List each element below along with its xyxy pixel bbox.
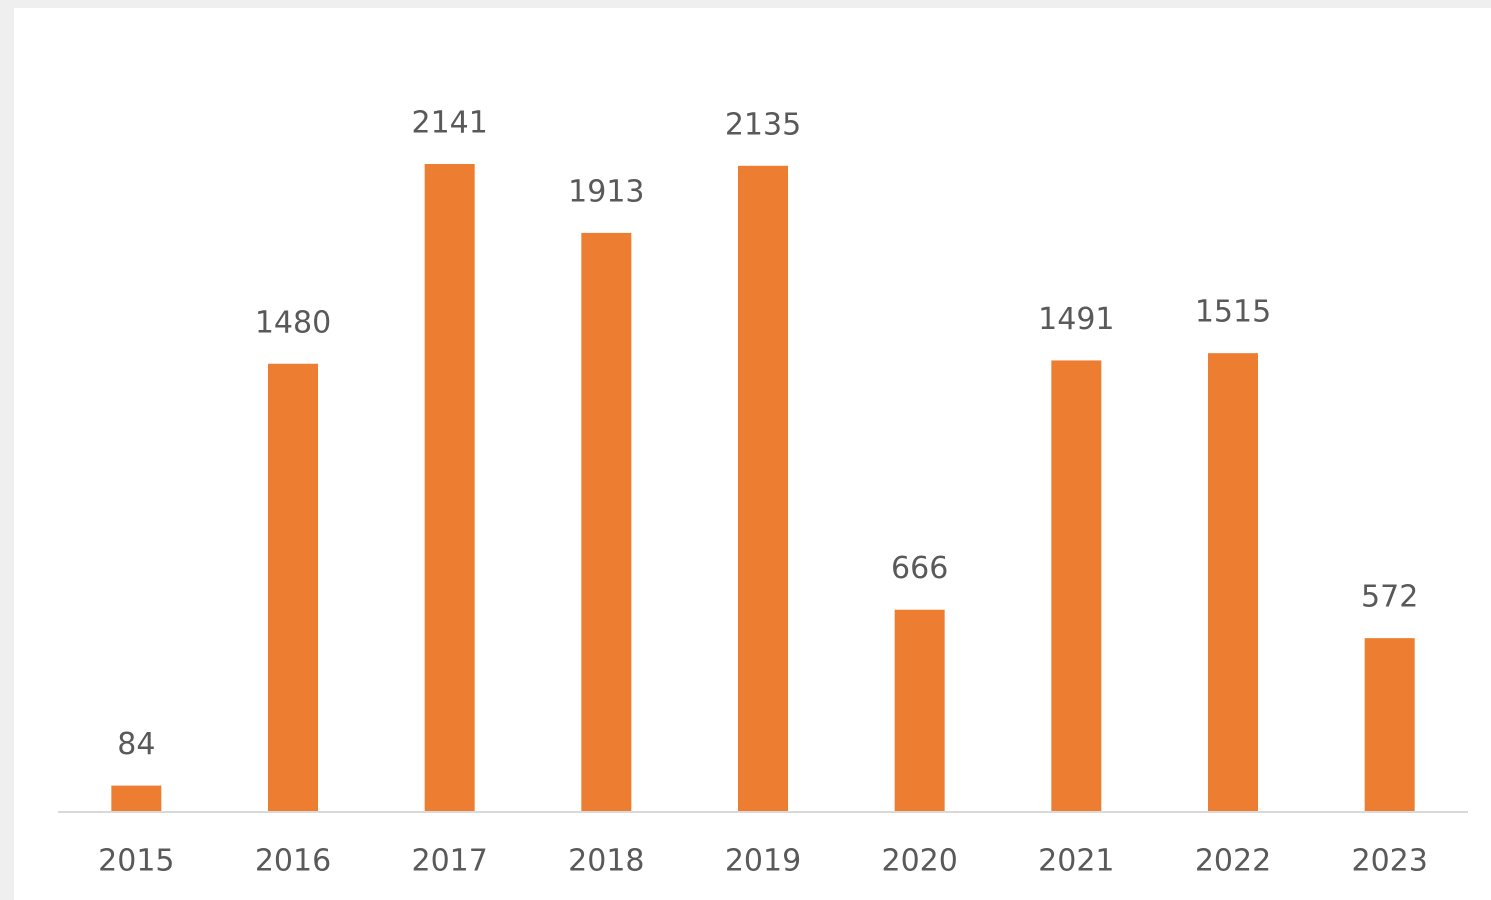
bar <box>1364 638 1415 811</box>
x-tick-label: 2022 <box>1195 844 1271 879</box>
data-label: 2141 <box>411 106 487 141</box>
data-label: 84 <box>117 727 155 762</box>
x-tick-label: 2018 <box>568 844 644 879</box>
data-label: 1515 <box>1195 295 1271 330</box>
x-tick-label: 2019 <box>725 844 801 879</box>
bar <box>1208 353 1258 811</box>
data-label: 666 <box>891 551 948 586</box>
bar <box>1051 360 1102 811</box>
x-tick-label: 2017 <box>411 844 487 879</box>
bar <box>738 165 788 811</box>
data-label: 1480 <box>255 305 331 340</box>
data-label: 1491 <box>1038 302 1114 337</box>
x-tick-label: 2021 <box>1038 844 1114 879</box>
x-tick-label: 2015 <box>98 844 174 879</box>
x-tick-label: 2016 <box>255 844 331 879</box>
x-tick-label: 2020 <box>881 844 957 879</box>
bar <box>111 785 162 811</box>
data-label: 2135 <box>725 107 801 142</box>
bar <box>268 363 318 811</box>
x-tick-label: 2023 <box>1351 844 1427 879</box>
bar <box>581 232 632 811</box>
bar <box>894 609 945 811</box>
data-label: 1913 <box>568 174 644 209</box>
data-label: 572 <box>1361 580 1418 615</box>
bar <box>424 164 475 811</box>
